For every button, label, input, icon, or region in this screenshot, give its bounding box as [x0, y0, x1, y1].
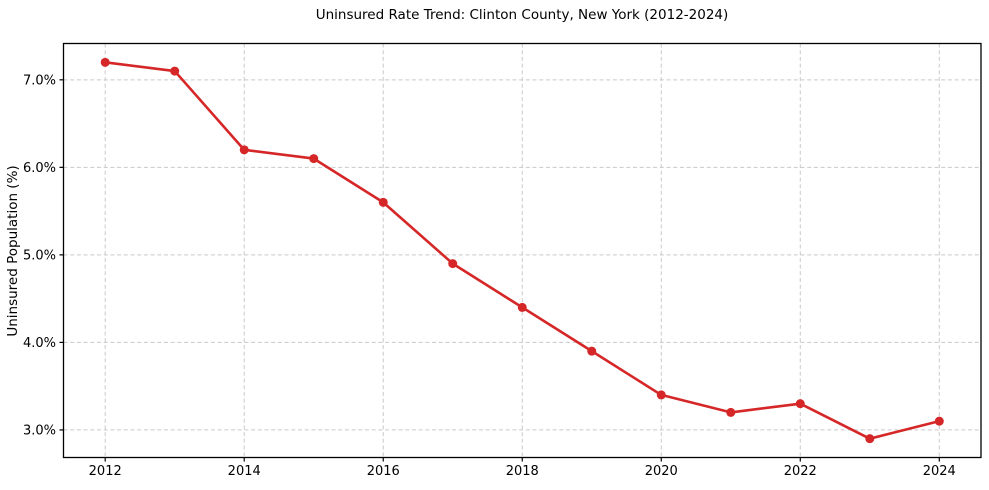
x-tick-label: 2020	[645, 464, 678, 479]
data-point-2013	[170, 66, 180, 76]
data-point-2016	[378, 197, 388, 207]
data-point-2019	[587, 346, 597, 356]
data-point-2024	[934, 416, 944, 426]
data-point-2012	[100, 57, 110, 67]
data-point-2015	[309, 154, 319, 164]
y-tick-label: 4.0%	[23, 336, 56, 351]
x-tick-label: 2016	[367, 464, 400, 479]
data-point-2014	[239, 145, 249, 155]
y-tick-label: 6.0%	[23, 161, 56, 176]
chart-title: Uninsured Rate Trend: Clinton County, Ne…	[315, 7, 729, 23]
y-tick-label: 5.0%	[23, 248, 56, 263]
x-tick-label: 2022	[784, 464, 817, 479]
x-tick-label: 2012	[89, 464, 122, 479]
data-point-2017	[448, 259, 458, 269]
data-point-2023	[865, 434, 875, 444]
data-point-2021	[726, 407, 736, 417]
x-tick-label: 2014	[228, 464, 261, 479]
data-point-2018	[517, 302, 527, 312]
data-point-2022	[795, 399, 805, 409]
data-point-2020	[656, 390, 666, 400]
y-tick-label: 3.0%	[23, 423, 56, 438]
y-tick-label: 7.0%	[23, 73, 56, 88]
x-tick-label: 2018	[506, 464, 539, 479]
x-tick-label: 2024	[923, 464, 956, 479]
